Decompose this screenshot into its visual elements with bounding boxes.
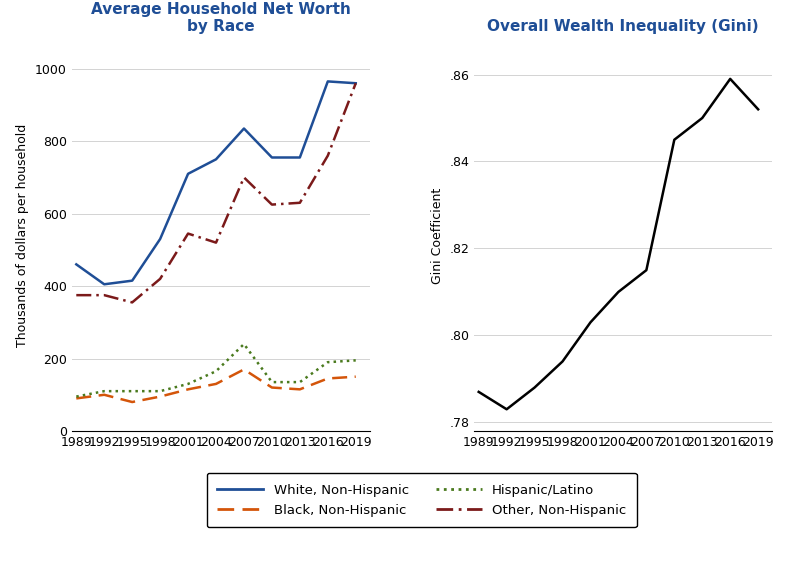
Title: Average Household Net Worth
by Race: Average Household Net Worth by Race — [91, 2, 350, 35]
Legend: White, Non-Hispanic, Black, Non-Hispanic, Hispanic/Latino, Other, Non-Hispanic: White, Non-Hispanic, Black, Non-Hispanic… — [207, 473, 637, 528]
Y-axis label: Gini Coefficient: Gini Coefficient — [431, 187, 443, 283]
Y-axis label: Thousands of dollars per household: Thousands of dollars per household — [17, 124, 29, 347]
Title: Overall Wealth Inequality (Gini): Overall Wealth Inequality (Gini) — [487, 19, 759, 35]
